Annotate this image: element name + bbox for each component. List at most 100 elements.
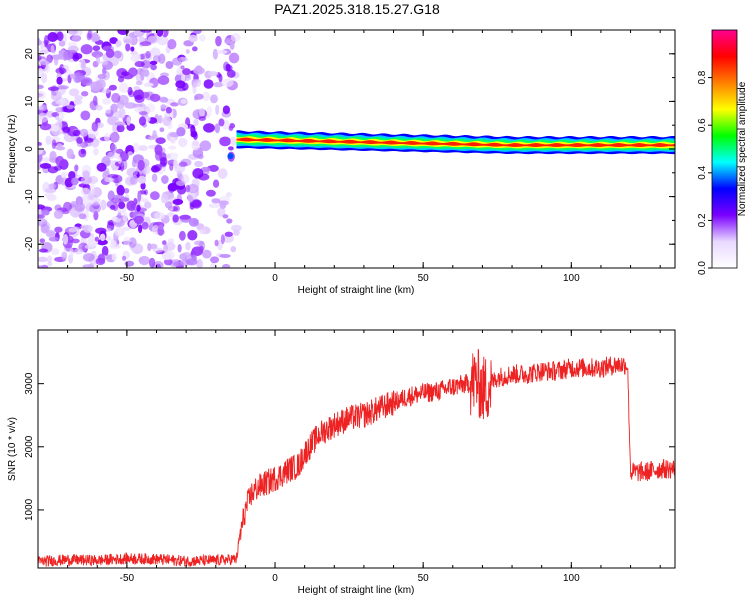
noise-blob — [229, 41, 235, 50]
noise-blob — [73, 52, 83, 60]
snr-x-axis-label: Height of straight line (km) — [298, 585, 415, 596]
snr-series-line — [38, 349, 675, 567]
noise-blob — [224, 37, 232, 45]
noise-blob — [39, 238, 45, 244]
noise-blob — [126, 200, 136, 212]
noise-blob — [219, 202, 227, 209]
noise-blob — [163, 250, 175, 260]
noise-blob — [147, 35, 158, 45]
noise-blob — [99, 60, 109, 66]
noise-blob — [109, 132, 120, 143]
noise-blob — [185, 184, 191, 193]
noise-blob — [122, 211, 128, 223]
noise-blob — [92, 45, 101, 52]
noise-blob — [158, 114, 163, 124]
noise-blob — [57, 85, 69, 90]
noise-blob — [38, 105, 45, 111]
noise-blob — [109, 243, 121, 249]
noise-blob — [39, 60, 50, 66]
noise-blob — [152, 55, 161, 63]
noise-blob — [48, 183, 56, 190]
noise-blob — [154, 144, 163, 156]
noise-blob — [125, 43, 131, 52]
noise-blob — [127, 151, 133, 157]
spectrogram-x-axis-label: Height of straight line (km) — [298, 285, 415, 296]
noise-blob — [205, 189, 216, 197]
noise-blob — [198, 229, 206, 235]
noise-blob — [182, 68, 191, 76]
noise-blob — [38, 248, 48, 253]
noise-blob — [134, 106, 145, 113]
noise-blob — [227, 146, 234, 151]
noise-blob — [80, 110, 91, 121]
spectrogram-y-tick-label: -10 — [24, 189, 35, 204]
noise-blob — [218, 73, 223, 83]
noise-blob — [52, 122, 60, 132]
noise-blob — [172, 198, 184, 206]
noise-blob — [84, 137, 94, 143]
noise-blob — [95, 79, 106, 90]
noise-blob — [149, 191, 160, 201]
noise-blob — [156, 30, 164, 37]
noise-blob — [104, 167, 110, 178]
noise-blob — [130, 46, 135, 52]
noise-blob — [38, 256, 48, 263]
noise-blob — [170, 102, 179, 107]
snr-plot-area — [38, 349, 675, 567]
noise-blob — [220, 234, 225, 245]
noise-blob — [182, 252, 191, 257]
noise-blob — [138, 255, 150, 266]
noise-blob — [51, 139, 57, 150]
noise-blob — [192, 168, 204, 179]
noise-blob — [46, 255, 53, 264]
noise-blob — [126, 167, 138, 177]
noise-blob — [56, 76, 63, 85]
noise-blob — [38, 40, 43, 46]
noise-blob — [104, 177, 114, 183]
noise-blob — [179, 230, 186, 241]
transition-spot — [227, 153, 234, 160]
noise-blob — [162, 240, 167, 246]
noise-blob — [168, 145, 177, 150]
colorbar-label: Normalized spectral amplitude — [737, 81, 748, 216]
noise-blob — [81, 77, 93, 86]
noise-blob — [162, 116, 172, 127]
noise-blob — [226, 69, 236, 78]
noise-blob — [131, 159, 137, 168]
colorbar-tick-label: 0.8 — [697, 70, 708, 84]
noise-blob — [141, 221, 149, 230]
noise-blob — [55, 116, 60, 121]
noise-blob — [193, 79, 202, 87]
noise-blob — [47, 32, 58, 42]
noise-blob — [95, 54, 101, 66]
spectrogram-panel: -50 0 50 100 -20 -10 0 10 20 Height of straight … — [7, 29, 676, 296]
noise-blob — [91, 35, 100, 42]
noise-blob — [144, 201, 152, 209]
noise-blob — [153, 211, 165, 220]
noise-blob — [117, 212, 122, 219]
noise-blob — [214, 239, 219, 247]
tone-band-layer — [236, 137, 675, 147]
noise-blob — [72, 129, 81, 137]
noise-blob — [79, 58, 86, 70]
noise-blob — [212, 179, 220, 188]
noise-blob — [104, 133, 110, 143]
colorbar-tick-label: 0.6 — [697, 118, 708, 132]
noise-blob — [172, 214, 179, 223]
noise-blob — [176, 126, 186, 137]
noise-blob — [106, 236, 112, 241]
noise-blob — [55, 145, 66, 151]
noise-blob — [111, 92, 121, 104]
noise-blob — [122, 35, 133, 45]
noise-blob — [71, 35, 82, 42]
colorbar-tick-label: 0.0 — [697, 261, 708, 275]
noise-blob — [94, 236, 100, 242]
noise-blob — [51, 248, 60, 256]
noise-blob — [53, 165, 62, 171]
noise-blob — [135, 80, 143, 86]
noise-blob — [160, 104, 167, 110]
noise-blob — [185, 49, 190, 54]
noise-blob — [45, 230, 56, 238]
noise-blob — [118, 201, 126, 210]
noise-blob — [200, 166, 211, 172]
